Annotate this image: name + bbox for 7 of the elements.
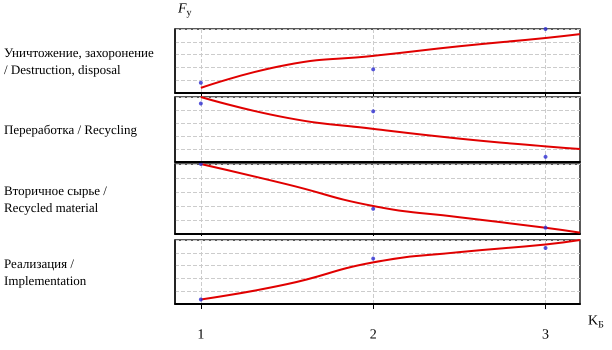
x-tick-label: 1 bbox=[197, 328, 204, 342]
x-tick-label: 3 bbox=[542, 328, 550, 342]
y-axis-title: Реализация / Implementation bbox=[4, 256, 87, 288]
y-axis-title: Уничтожение, захоронение / Destruction, disposal bbox=[4, 45, 154, 77]
x-tick-label: 2 bbox=[370, 328, 377, 342]
y-axis-title: Вторичное сырье / Recycled material bbox=[4, 183, 108, 215]
y-axis-title: Переработка / Recycling bbox=[4, 122, 138, 137]
